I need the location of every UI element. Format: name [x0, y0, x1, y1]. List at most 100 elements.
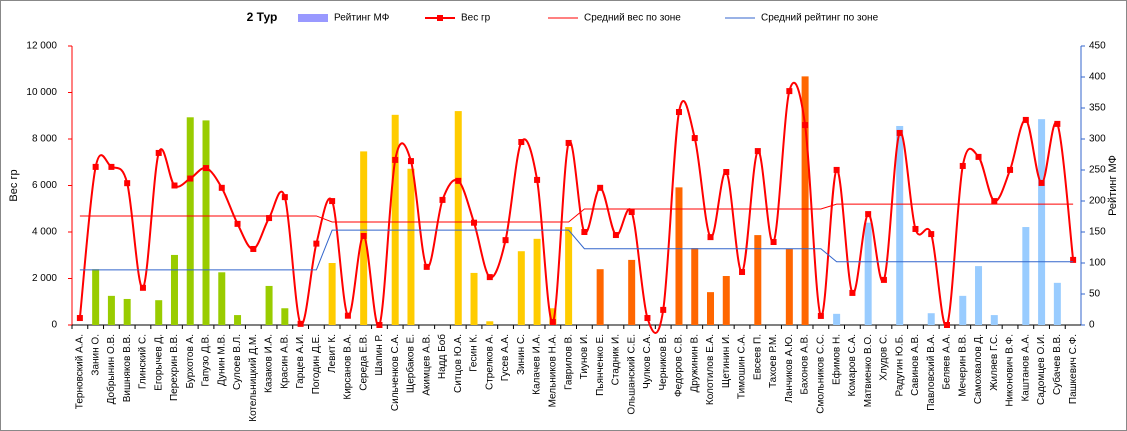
line-marker — [234, 220, 241, 227]
x-tick-label: Федоров С.В. — [674, 334, 685, 397]
x-tick-label: Черников В. — [658, 334, 669, 390]
line-marker — [660, 306, 667, 313]
line-marker — [313, 240, 320, 247]
line-marker — [139, 284, 146, 291]
x-tick-label: Самохвалов Д. — [973, 334, 984, 404]
bar — [1053, 282, 1061, 325]
x-tick-label: Добрынин О.В. — [105, 334, 117, 404]
x-tick-label: Гесин К. — [469, 334, 480, 372]
line-marker — [675, 109, 682, 116]
x-tick-label: Красин А.В. — [279, 334, 290, 389]
x-tick-label: Матвиенко В.О. — [863, 334, 874, 407]
x-tick-label: Колотилов Е.А. — [705, 334, 716, 405]
bar — [990, 315, 998, 325]
x-tick-label: Хлудов С. — [879, 334, 890, 381]
bar — [407, 168, 415, 325]
line-marker — [471, 219, 478, 226]
line-marker — [786, 88, 793, 95]
line-marker — [723, 169, 730, 176]
x-tick-label: Надд Боб — [436, 334, 448, 379]
x-tick-label: Гусев А.А. — [500, 334, 511, 381]
line-marker — [344, 312, 351, 319]
line-marker — [991, 198, 998, 205]
line-marker — [124, 180, 131, 187]
line-marker — [959, 162, 966, 169]
line-marker — [518, 139, 525, 146]
legend-label: Средний рейтинг по зоне — [761, 13, 879, 24]
bar — [596, 269, 604, 325]
y-tick-label: 8 000 — [32, 134, 57, 145]
x-tick-label: Котельницкий Д.М. — [248, 334, 259, 422]
bar — [927, 313, 935, 325]
line-marker — [739, 268, 746, 275]
x-tick-label: Вишняков В.В. — [122, 334, 133, 402]
x-tick-label: Каштанов А.А. — [1020, 334, 1031, 402]
bar — [864, 222, 872, 325]
line-marker — [707, 234, 714, 241]
y-tick-label: 2 000 — [32, 273, 57, 284]
x-tick-label: Тиунов И. — [579, 334, 590, 379]
x-tick-label: Гаврилов В. — [563, 334, 574, 390]
y-tick-label: 10 000 — [26, 87, 57, 98]
x-tick-label: Зинин С. — [516, 334, 527, 375]
line-marker — [187, 175, 194, 182]
legend-label: Средний вес по зоне — [584, 13, 681, 24]
bar — [218, 272, 226, 325]
x-tick-label: Стрелков А. — [484, 334, 495, 390]
bar — [975, 266, 983, 325]
bar — [486, 321, 494, 325]
bar — [533, 238, 541, 325]
line-marker — [1038, 179, 1045, 186]
x-tick-label: Садомцев О.И. — [1036, 334, 1047, 405]
y2-tick-label: 0 — [1089, 320, 1095, 331]
line-marker — [644, 315, 651, 322]
bar — [1022, 227, 1030, 325]
x-tick-label: Мечерин В.В. — [957, 334, 968, 397]
line-marker — [770, 238, 777, 245]
line-marker — [218, 184, 225, 191]
bar — [281, 308, 289, 325]
y2-tick-label: 300 — [1089, 134, 1106, 145]
x-tick-label: Середа Е.В. — [358, 334, 369, 391]
y2-tick-label: 250 — [1089, 165, 1106, 176]
line-marker — [155, 149, 162, 156]
y-tick-label: 6 000 — [32, 180, 57, 191]
bar — [785, 248, 793, 325]
x-tick-label: Пашкевич С.Ф. — [1068, 334, 1079, 404]
x-tick-label: Павловский В.А. — [926, 334, 937, 411]
x-tick-label: Тахоев Р.М. — [768, 334, 779, 388]
line-marker — [975, 153, 982, 160]
bar — [265, 285, 273, 325]
line-marker — [329, 198, 336, 205]
x-tick-label: Гапузо Д.В. — [201, 334, 212, 387]
x-tick-label: Гарцев А.И. — [295, 334, 306, 389]
line-marker — [92, 163, 99, 170]
x-tick-label: Ситцов Ю.А. — [453, 334, 464, 393]
bar — [170, 254, 178, 325]
legend-marker — [437, 15, 443, 21]
chart-title: 2 Тур — [247, 10, 278, 24]
x-tick-label: Егорычев Д. — [153, 334, 164, 391]
legend-label: Вес гр — [461, 13, 491, 24]
x-tick-label: Бурхотов А. — [185, 334, 196, 388]
x-tick-label: Ланчиков А.Ю. — [784, 334, 795, 403]
bar — [754, 235, 762, 325]
line-marker — [171, 182, 178, 189]
bar — [801, 76, 809, 325]
line-marker — [943, 322, 950, 328]
legend-label: Рейтинг МФ — [334, 13, 390, 24]
line-marker — [108, 163, 115, 170]
y2-tick-label: 350 — [1089, 103, 1106, 114]
line-marker — [896, 129, 903, 136]
x-tick-label: Дунин М.В. — [216, 334, 227, 386]
line-marker — [691, 135, 698, 142]
y-tick-label: 0 — [51, 320, 57, 331]
x-tick-label: Евсеев П. — [752, 334, 763, 380]
bar — [959, 295, 967, 325]
line-marker — [1022, 116, 1029, 123]
x-tick-label: Ольшанский С.Е. — [626, 334, 637, 415]
line-marker — [928, 231, 935, 238]
x-tick-label: Савинов А.В. — [910, 334, 921, 396]
line-marker — [423, 263, 430, 270]
line-marker — [439, 196, 446, 203]
